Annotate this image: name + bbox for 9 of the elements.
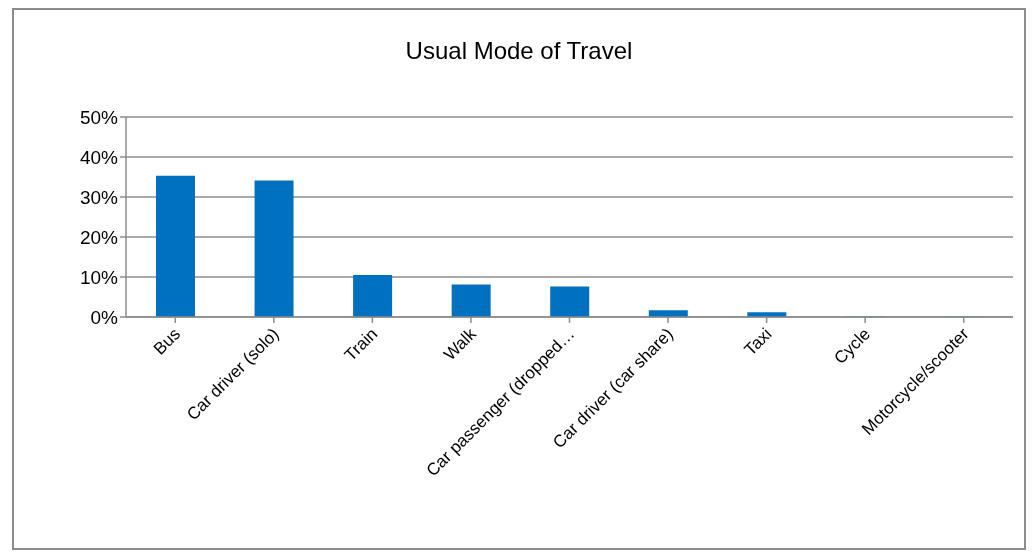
y-tick-label: 30% — [79, 186, 119, 208]
x-tick-label: Bus — [149, 324, 185, 359]
chart-title: Usual Mode of Travel — [404, 37, 634, 65]
y-tick-label: 40% — [79, 146, 119, 168]
y-tick-label: 0% — [90, 306, 119, 328]
y-tick-label: 10% — [79, 266, 119, 288]
x-tick-label: Taxi — [740, 324, 776, 360]
y-tick-label: 50% — [79, 106, 119, 128]
y-tick-label: 20% — [79, 226, 119, 248]
